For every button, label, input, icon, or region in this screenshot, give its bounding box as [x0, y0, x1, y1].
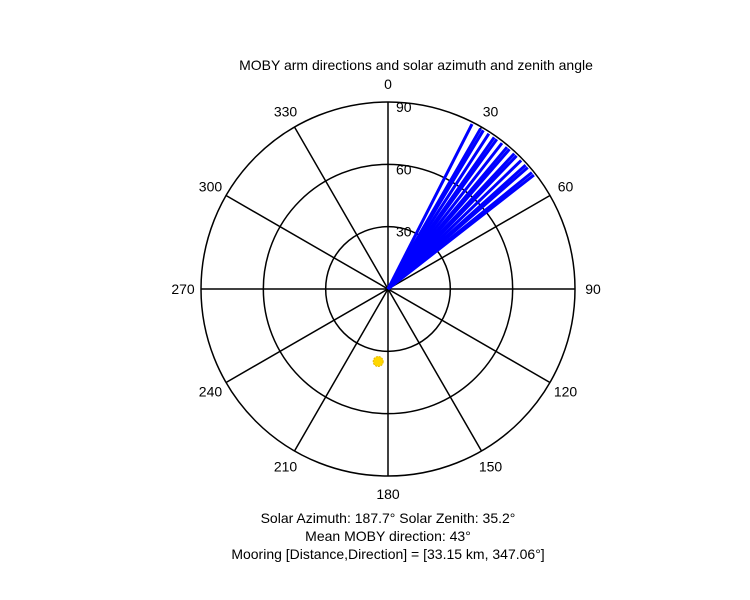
radial-tick-labels: 30 60 90 — [396, 99, 412, 240]
angle-label-210: 210 — [274, 459, 298, 475]
arm-direction-ray-0 — [386, 123, 474, 290]
angle-tick-labels: 0 30 60 90 120 150 180 210 240 270 300 330 — [171, 76, 601, 502]
sun-position-series — [372, 355, 384, 367]
angle-label-120: 120 — [554, 384, 578, 400]
radial-label-90: 90 — [396, 99, 412, 115]
ring-60 — [262, 163, 514, 415]
angle-label-300: 300 — [199, 179, 223, 195]
angle-label-180: 180 — [376, 486, 400, 502]
angle-label-0: 0 — [384, 76, 392, 92]
moby-arm-series — [386, 123, 535, 291]
angle-label-330: 330 — [274, 103, 298, 119]
solar-caption: Solar Azimuth: 187.7° Solar Zenith: 35.2… — [261, 510, 516, 526]
radial-label-60: 60 — [396, 161, 412, 177]
angle-label-240: 240 — [199, 384, 223, 400]
mooring-caption: Mooring [Distance,Direction] = [33.15 km… — [231, 546, 544, 562]
angle-label-30: 30 — [483, 103, 499, 119]
angle-label-150: 150 — [479, 459, 503, 475]
ring-30 — [324, 225, 452, 353]
sun-marker — [372, 355, 384, 367]
radial-label-30: 30 — [396, 224, 412, 240]
ring-90 — [200, 101, 576, 477]
angle-label-270: 270 — [171, 281, 195, 297]
angle-label-60: 60 — [558, 179, 574, 195]
mean-direction-caption: Mean MOBY direction: 43° — [305, 528, 471, 544]
arm-direction-ray-15 — [387, 173, 535, 291]
angle-label-90: 90 — [585, 281, 601, 297]
chart-title: MOBY arm directions and solar azimuth an… — [239, 57, 593, 73]
